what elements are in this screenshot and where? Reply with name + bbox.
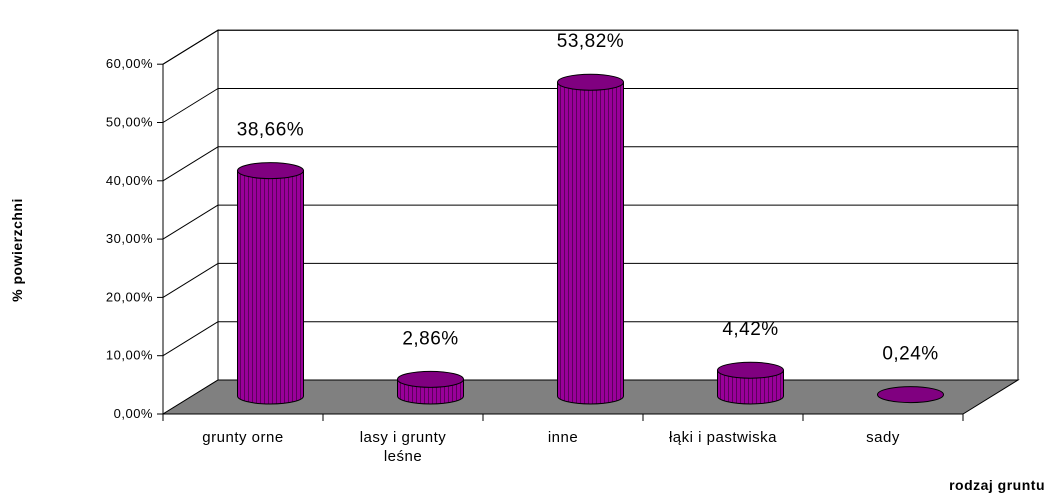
- y-tick-label: 20,00%: [106, 289, 153, 304]
- bar-body: [557, 81, 624, 405]
- y-tick-label: 10,00%: [106, 348, 153, 363]
- gridline-side: [162, 204, 219, 240]
- gridline-side: [162, 146, 219, 182]
- x-tick-label: inne: [548, 429, 578, 446]
- x-tick-label: lasy i grunty leśne: [360, 429, 447, 465]
- bar: [557, 73, 624, 405]
- y-tick-label: 30,00%: [106, 231, 153, 246]
- bar-top: [717, 361, 784, 379]
- y-axis-title: % powierzchni: [9, 198, 25, 302]
- y-tick-label: 0,00%: [114, 406, 153, 421]
- bar: [717, 361, 784, 405]
- y-tick-label: 60,00%: [106, 56, 153, 71]
- data-label: 53,82%: [557, 31, 624, 52]
- bar-top: [237, 162, 304, 180]
- bar-body: [237, 170, 304, 405]
- data-label: 38,66%: [237, 120, 304, 141]
- bar: [237, 162, 304, 405]
- y-tick-label: 40,00%: [106, 173, 153, 188]
- bar-top: [397, 370, 464, 388]
- data-label: 0,24%: [882, 344, 938, 365]
- bar-top: [557, 73, 624, 91]
- gridline-side: [162, 262, 219, 298]
- data-label: 2,86%: [402, 328, 458, 349]
- bar: [877, 386, 944, 404]
- data-label: 4,42%: [722, 319, 778, 340]
- x-tick-label: sady: [866, 429, 900, 446]
- gridline-side: [162, 321, 219, 357]
- bar-body: [717, 369, 784, 405]
- x-tick-label: grunty orne: [202, 429, 283, 446]
- x-axis-title: rodzaj gruntu: [949, 477, 1045, 493]
- bar-top: [877, 386, 944, 404]
- gridline-side: [162, 29, 219, 65]
- gridline-side: [162, 88, 219, 123]
- x-tick-label: łąki i pastwiska: [669, 429, 777, 446]
- bar: [397, 370, 464, 405]
- y-tick-label: 50,00%: [106, 115, 153, 130]
